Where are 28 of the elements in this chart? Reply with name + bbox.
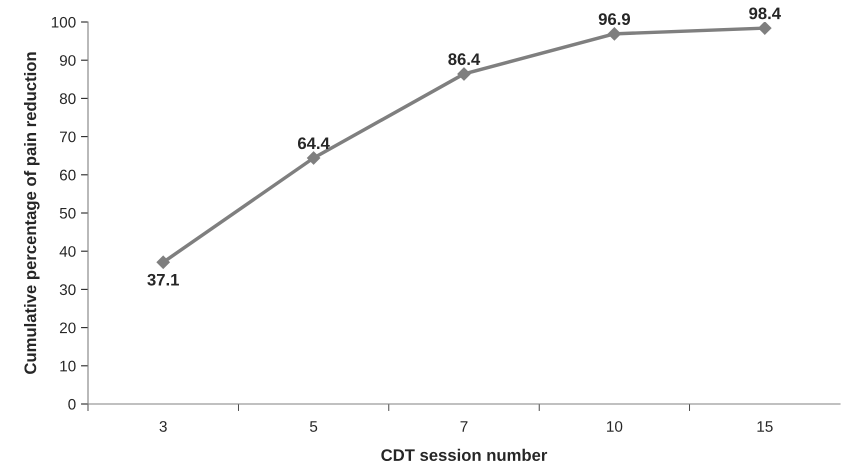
y-tick-label: 0: [68, 398, 76, 410]
data-label: 64.4: [298, 137, 330, 150]
y-tick-label: 10: [60, 360, 76, 372]
y-tick-label: 20: [60, 322, 76, 334]
data-label: 37.1: [147, 274, 179, 286]
y-tick-label: 40: [60, 246, 76, 257]
point: [758, 22, 772, 35]
point: [156, 256, 170, 269]
x-tick-label: 15: [757, 421, 773, 432]
y-tick-label: 50: [60, 208, 76, 219]
point: [307, 151, 320, 165]
x-tick-label: 5: [310, 421, 318, 432]
point: [457, 67, 471, 81]
point: [608, 27, 621, 40]
y-tick-label: 80: [60, 93, 76, 104]
data-label: 98.4: [749, 7, 781, 20]
x-tick-label: 3: [160, 421, 167, 432]
y-tick-label: 90: [60, 55, 76, 66]
y-tick-label: 100: [52, 16, 76, 28]
y-tick-label: 30: [60, 284, 76, 296]
x-tick-label: 10: [607, 421, 622, 432]
x-axis-title: CDT session number: [381, 448, 548, 462]
data-label: 96.9: [598, 13, 630, 25]
y-tick-label: 60: [60, 170, 76, 180]
y-axis-title: Cumulative percentage of pain reduction: [24, 52, 40, 374]
data-label: 86.4: [448, 53, 480, 66]
x-tick-label: 7: [460, 421, 468, 432]
y-tick-label: 70: [60, 131, 76, 142]
